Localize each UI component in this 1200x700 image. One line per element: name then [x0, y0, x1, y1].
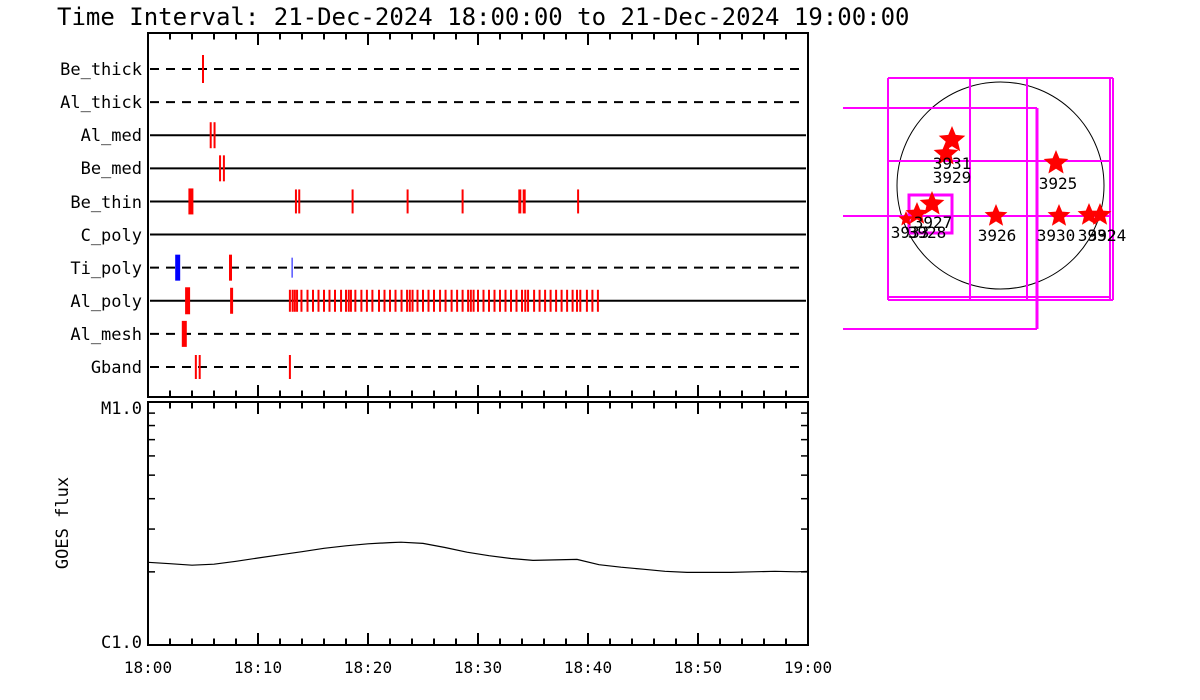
- row-label-al-med: Al_med: [81, 126, 142, 146]
- solar-limb-circle: [896, 81, 1105, 290]
- ar-label-3933: 3933: [891, 223, 930, 242]
- ar-label-3928: 3928: [908, 223, 947, 242]
- active-region-star: [938, 126, 966, 152]
- row-label-ti-poly: Ti_poly: [70, 259, 142, 279]
- ar-label-3926: 3926: [978, 226, 1017, 245]
- ar-label-3930: 3930: [1037, 226, 1076, 245]
- row-label-be-thick: Be_thick: [60, 60, 142, 80]
- active-region-star: [898, 211, 914, 226]
- row-label-al-poly: Al_poly: [70, 292, 142, 312]
- filter-timeline-panel: [147, 32, 809, 398]
- x-tick-label-1800: 18:00: [124, 658, 172, 677]
- row-label-be-med: Be_med: [81, 159, 142, 179]
- x-tick-label-1900: 19:00: [784, 658, 832, 677]
- ar-label-3932: 3932: [1078, 226, 1117, 245]
- ar-label-3927: 3927: [914, 213, 953, 232]
- active-region-star: [1088, 203, 1112, 225]
- x-tick-label-1840: 18:40: [564, 658, 612, 677]
- row-label-al-mesh: Al_mesh: [70, 325, 142, 345]
- x-tick-label-1810: 18:10: [234, 658, 282, 677]
- active-region-star: [1047, 204, 1071, 226]
- row-label-be-thin: Be_thin: [70, 193, 142, 213]
- x-tick-label-1850: 18:50: [674, 658, 722, 677]
- x-tick-label-1830: 18:30: [454, 658, 502, 677]
- sun-map-panel: [843, 77, 1114, 330]
- active-region-star: [1043, 150, 1069, 174]
- ar-label-3925: 3925: [1039, 174, 1078, 193]
- goes-flux-curve: [147, 541, 809, 574]
- goes-flux-panel: [147, 401, 809, 646]
- active-region-star: [933, 141, 959, 165]
- ar-label-3931: 3931: [933, 154, 972, 173]
- active-region-star: [984, 204, 1008, 226]
- goes-frame: [147, 401, 809, 646]
- y-axis-top-label: M1.0: [101, 399, 142, 419]
- y-axis-bottom-label: C1.0: [101, 633, 142, 653]
- y-axis-title: GOES flux: [53, 477, 73, 569]
- ar-label-3929: 3929: [933, 168, 972, 187]
- ar-label-3924: 3924: [1088, 226, 1127, 245]
- page-title: Time Interval: 21-Dec-2024 18:00:00 to 2…: [57, 3, 910, 31]
- x-tick-label-1820: 18:20: [344, 658, 392, 677]
- row-label-al-thick: Al_thick: [60, 93, 142, 113]
- row-label-c-poly: C_poly: [81, 226, 142, 246]
- row-label-gband: Gband: [91, 358, 142, 378]
- active-region-star: [919, 191, 945, 215]
- timeline-frame: [147, 32, 809, 398]
